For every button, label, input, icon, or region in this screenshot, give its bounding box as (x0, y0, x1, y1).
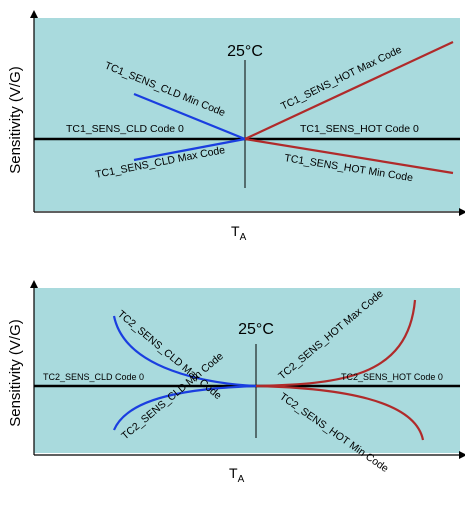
diagram-1-hot-max-line (244, 41, 454, 140)
diagram-1-x-axis-label-main: T (231, 223, 240, 239)
diagram-2-x-axis-label: TA (229, 465, 245, 485)
diagram-2: Sensitivity (V/G) TA 25°C TC2_SENS_CLD M… (7, 280, 465, 485)
diagram-1-temp-label: 25°C (227, 43, 263, 60)
diagram-2-cld-zero-label: TC2_SENS_CLD Code 0 (43, 372, 144, 382)
diagram-2-plot-area (34, 288, 460, 453)
diagram-2-hot-max-curve (255, 299, 417, 388)
diagram-2-temp-label: 25°C (238, 321, 274, 338)
diagram-1-cld-max-line (133, 137, 246, 162)
diagram-1-x-axis-label-sub: A (240, 232, 247, 243)
diagram-1-hot-zero-label: TC1_SENS_HOT Code 0 (300, 123, 419, 135)
diagram-2-hot-min-curve (255, 384, 425, 441)
diagram-1-hot-min-line (244, 137, 454, 175)
diagram-1-plot-area (34, 18, 460, 211)
diagram-1-cld-zero-label: TC1_SENS_CLD Code 0 (66, 123, 184, 135)
diagram-1-x-axis-label: TA (231, 223, 247, 243)
diagram-2-x-axis-label-main: T (229, 465, 238, 481)
diagram-1: Sensitivity (V/G) TA 25°C TC1_SENS_CLD M… (7, 10, 465, 243)
diagram-1-y-axis-label: Sensitivity (V/G) (7, 66, 24, 174)
diagram-1-cld-min-line (133, 92, 246, 141)
diagram-2-y-axis-label: Sensitivity (V/G) (7, 319, 24, 427)
diagram-2-x-axis-label-sub: A (238, 474, 245, 485)
diagram-2-cld-max-curve (112, 315, 257, 388)
diagram-2-cld-min-curve (112, 384, 257, 431)
diagram-2-hot-zero-label: TC2_SENS_HOT Code 0 (341, 372, 443, 382)
